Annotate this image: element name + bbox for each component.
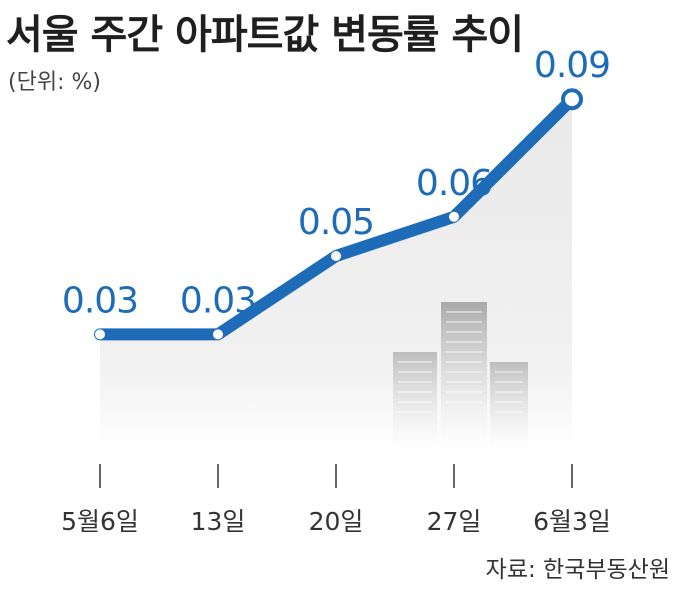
data-point — [331, 251, 341, 261]
source-note: 자료: 한국부동산원 — [485, 557, 670, 583]
x-tick-label: 6월3일 — [533, 507, 611, 536]
unit-label: (단위: %) — [8, 70, 101, 95]
data-point — [95, 329, 105, 340]
data-point — [561, 88, 583, 111]
x-tick-label: 13일 — [191, 507, 246, 536]
data-label: 0.03 — [62, 280, 138, 321]
chart-title: 서울 주간 아파트값 변동률 추이 — [6, 12, 524, 58]
x-tick-label: 27일 — [427, 507, 482, 536]
building-illustration — [393, 302, 528, 452]
x-tick-label: 5월6일 — [61, 507, 139, 536]
data-label: 0.05 — [298, 202, 374, 243]
x-tick-label: 20일 — [309, 507, 364, 536]
data-label: 0.06 — [416, 163, 492, 204]
data-label: 0.09 — [534, 45, 610, 86]
data-point — [449, 211, 459, 222]
data-point — [213, 329, 223, 340]
data-label: 0.03 — [180, 280, 256, 321]
